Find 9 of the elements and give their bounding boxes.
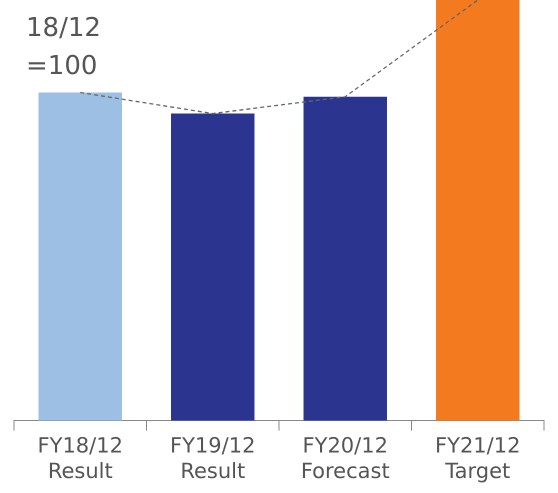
bar	[171, 114, 254, 421]
bar	[304, 96, 387, 421]
bar	[436, 0, 520, 421]
x-tick-label: FY20/12 Forecast	[300, 434, 390, 483]
bar	[38, 92, 122, 421]
x-tick-label: FY21/12 Target	[435, 434, 520, 483]
annotation: 18/12 =100	[26, 13, 101, 81]
x-tick-label: FY19/12 Result	[170, 434, 256, 483]
x-tick-label: FY18/12 Result	[38, 434, 123, 483]
